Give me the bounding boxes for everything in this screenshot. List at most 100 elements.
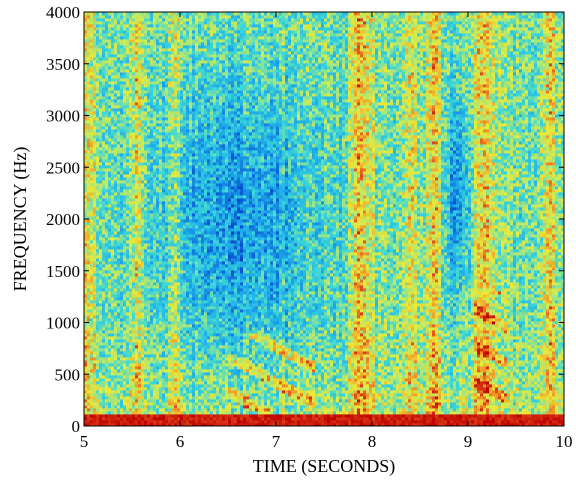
heatmap-cell xyxy=(102,267,106,271)
heatmap-cell xyxy=(189,318,193,322)
heatmap-cell xyxy=(153,357,157,361)
heatmap-cell xyxy=(156,162,160,166)
heatmap-cell xyxy=(147,192,151,196)
heatmap-cell xyxy=(147,132,151,136)
heatmap-cell xyxy=(177,27,181,31)
heatmap-cell xyxy=(123,303,127,307)
heatmap-cell xyxy=(165,267,169,271)
heatmap-cell xyxy=(144,297,148,301)
heatmap-cell xyxy=(159,360,163,364)
heatmap-cell xyxy=(102,348,106,352)
heatmap-cell xyxy=(120,399,124,403)
heatmap-cell xyxy=(132,378,136,382)
heatmap-cell xyxy=(186,36,190,40)
heatmap-cell xyxy=(177,135,181,139)
heatmap-cell xyxy=(153,234,157,238)
heatmap-cell xyxy=(126,249,130,253)
heatmap-cell xyxy=(120,183,124,187)
heatmap-cell xyxy=(114,198,118,202)
heatmap-cell xyxy=(189,222,193,226)
heatmap-cell xyxy=(117,381,121,385)
heatmap-cell xyxy=(159,183,163,187)
heatmap-cell xyxy=(126,276,130,280)
heatmap-cell xyxy=(108,375,112,379)
heatmap-cell xyxy=(132,27,136,31)
heatmap-cell xyxy=(147,117,151,121)
heatmap-cell xyxy=(189,69,193,73)
heatmap-cell xyxy=(153,249,157,253)
heatmap-cell xyxy=(108,93,112,97)
heatmap-cell xyxy=(84,15,88,19)
heatmap-cell xyxy=(156,360,160,364)
heatmap-cell xyxy=(111,132,115,136)
heatmap-cell xyxy=(105,306,109,310)
heatmap-cell xyxy=(99,183,103,187)
heatmap-cell xyxy=(132,96,136,100)
heatmap-cell xyxy=(126,141,130,145)
heatmap-cell xyxy=(117,39,121,43)
heatmap-cell xyxy=(117,168,121,172)
heatmap-cell xyxy=(117,195,121,199)
heatmap-cell xyxy=(126,225,130,229)
heatmap-cell xyxy=(129,45,133,49)
heatmap-cell xyxy=(114,243,118,247)
heatmap-cell xyxy=(150,162,154,166)
heatmap-cell xyxy=(162,399,166,403)
heatmap-cell xyxy=(168,225,172,229)
heatmap-cell xyxy=(138,201,142,205)
heatmap-cell xyxy=(135,288,139,292)
heatmap-cell xyxy=(150,144,154,148)
heatmap-cell xyxy=(126,339,130,343)
heatmap-cell xyxy=(99,312,103,316)
heatmap-cell xyxy=(120,171,124,175)
heatmap-cell xyxy=(165,36,169,40)
heatmap-cell xyxy=(192,387,196,391)
heatmap-cell xyxy=(138,66,142,70)
heatmap-cell xyxy=(138,135,142,139)
heatmap-cell xyxy=(114,240,118,244)
heatmap-cell xyxy=(120,162,124,166)
heatmap-cell xyxy=(147,231,151,235)
heatmap-cell xyxy=(117,351,121,355)
heatmap-cell xyxy=(153,408,157,412)
heatmap-cell xyxy=(96,243,100,247)
heatmap-cell xyxy=(156,69,160,73)
heatmap-cell xyxy=(123,342,127,346)
heatmap-cell xyxy=(105,69,109,73)
heatmap-cell xyxy=(141,408,145,412)
heatmap-cell xyxy=(183,228,187,232)
heatmap-cell xyxy=(129,369,133,373)
heatmap-cell xyxy=(120,147,124,151)
heatmap-cell xyxy=(108,132,112,136)
heatmap-cell xyxy=(105,312,109,316)
heatmap-cell xyxy=(102,168,106,172)
heatmap-cell xyxy=(183,408,187,412)
heatmap-cell xyxy=(93,315,97,319)
heatmap-cell xyxy=(186,234,190,238)
heatmap-cell xyxy=(153,318,157,322)
heatmap-cell xyxy=(141,81,145,85)
heatmap-cell xyxy=(156,174,160,178)
heatmap-cell xyxy=(135,150,139,154)
heatmap-cell xyxy=(129,18,133,22)
heatmap-cell xyxy=(159,375,163,379)
heatmap-cell xyxy=(117,252,121,256)
heatmap-cell xyxy=(90,162,94,166)
heatmap-cell xyxy=(114,306,118,310)
heatmap-cell xyxy=(156,408,160,412)
heatmap-cell xyxy=(174,114,178,118)
heatmap-cell xyxy=(165,324,169,328)
heatmap-cell xyxy=(135,117,139,121)
heatmap-cell xyxy=(138,306,142,310)
heatmap-cell xyxy=(144,18,148,22)
heatmap-cell xyxy=(150,57,154,61)
heatmap-cell xyxy=(96,117,100,121)
heatmap-cell xyxy=(117,267,121,271)
heatmap-cell xyxy=(120,228,124,232)
heatmap-cell xyxy=(180,96,184,100)
heatmap-cell xyxy=(159,345,163,349)
heatmap-cell xyxy=(129,78,133,82)
heatmap-cell xyxy=(96,177,100,181)
heatmap-cell xyxy=(90,12,94,16)
heatmap-cell xyxy=(108,312,112,316)
